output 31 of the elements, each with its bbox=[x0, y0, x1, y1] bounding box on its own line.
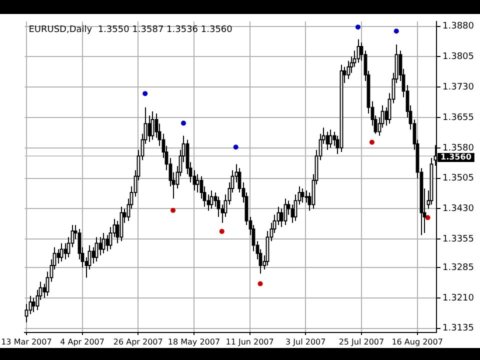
y-tick-label: 1.3730 bbox=[442, 82, 474, 92]
y-tick-label: 1.3355 bbox=[442, 234, 474, 244]
point bbox=[142, 91, 148, 96]
point bbox=[369, 140, 374, 145]
x-tick-label: 26 Apr 2007 bbox=[113, 337, 163, 346]
point bbox=[170, 208, 176, 213]
x-tick-label: 3 Jul 2007 bbox=[286, 337, 326, 346]
point bbox=[180, 120, 186, 126]
point bbox=[219, 228, 224, 234]
point bbox=[425, 215, 430, 220]
x-tick-label: 4 Apr 2007 bbox=[60, 337, 104, 346]
point bbox=[355, 24, 360, 30]
x-tick-label: 25 Jul 2007 bbox=[338, 337, 384, 346]
point bbox=[233, 144, 238, 150]
chart-title: EURUSD,Daily 1.3550 1.3587 1.3536 1.3560 bbox=[28, 25, 233, 36]
x-tick-label: 13 Mar 2007 bbox=[1, 337, 52, 346]
x-tick-label: 16 Aug 2007 bbox=[392, 337, 443, 346]
y-tick-label: 1.3430 bbox=[442, 204, 474, 214]
y-tick-label: 1.3880 bbox=[442, 22, 474, 32]
y-tick-label: 1.3805 bbox=[442, 52, 474, 62]
y-tick-label: 1.3655 bbox=[442, 112, 474, 123]
point bbox=[258, 281, 263, 286]
ref-line-label: 1.3560 bbox=[440, 152, 472, 162]
x-tick-label: 11 Jun 2007 bbox=[226, 337, 274, 346]
y-tick-label: 1.3135 bbox=[442, 324, 474, 334]
y-tick-label: 1.3580 bbox=[442, 143, 474, 154]
point bbox=[394, 28, 399, 34]
y-tick-label: 1.3210 bbox=[442, 293, 474, 304]
y-tick-label: 1.3285 bbox=[442, 262, 474, 273]
x-tick-label: 18 May 2007 bbox=[168, 337, 220, 346]
y-tick-label: 1.3505 bbox=[442, 174, 474, 184]
